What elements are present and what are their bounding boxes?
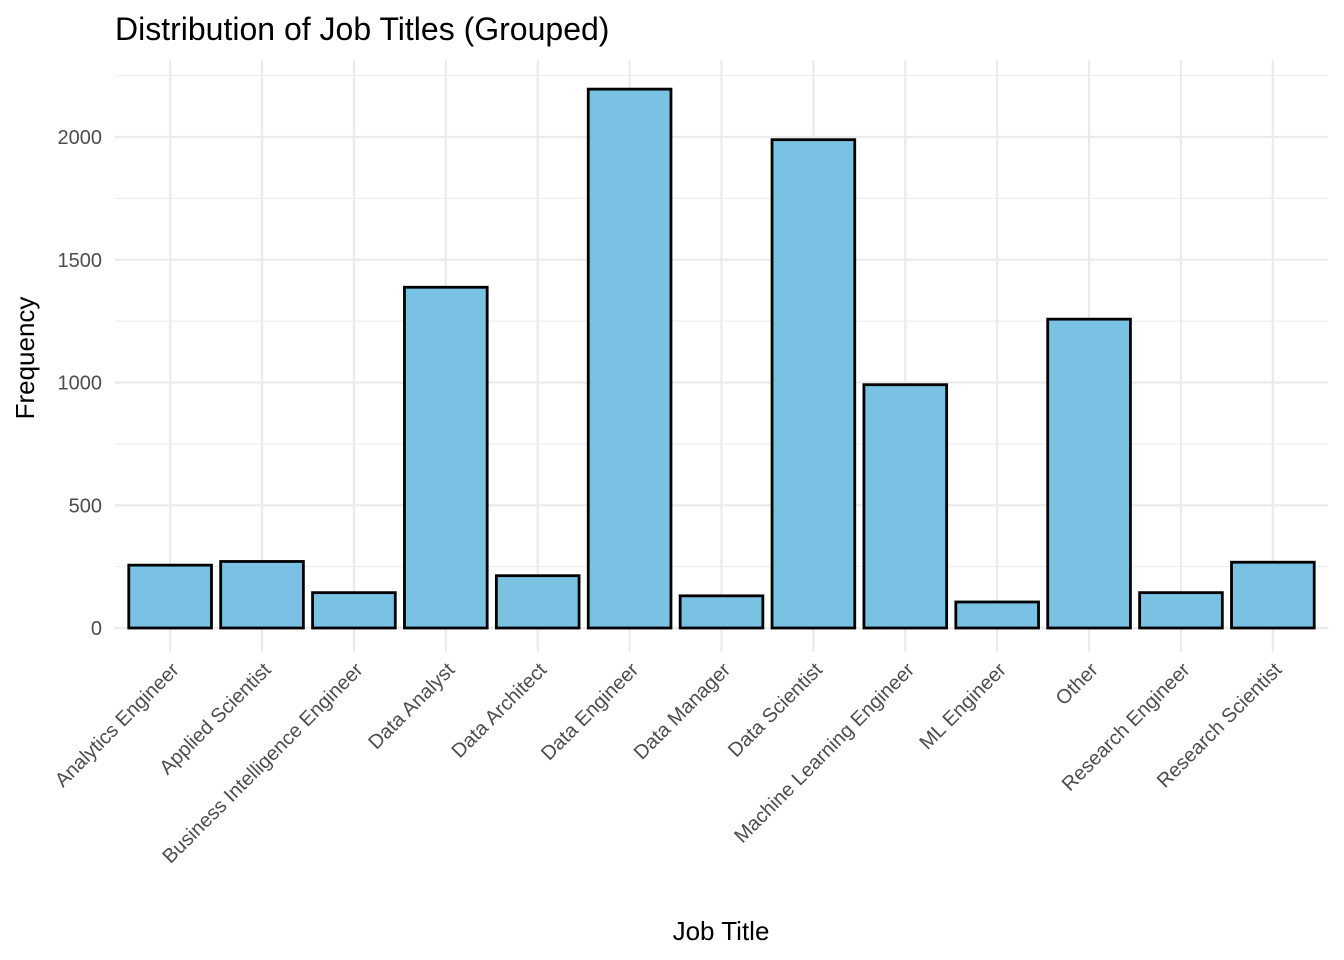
y-tick-label: 0 [91, 618, 102, 640]
x-tick-label: ML Engineer [916, 659, 1011, 754]
y-tick-label: 2000 [58, 127, 103, 149]
bar-business-intelligence-engineer [311, 591, 397, 630]
x-tick-label: Data Scientist [724, 659, 827, 762]
bar-research-engineer [1138, 591, 1224, 630]
y-tick-label: 500 [69, 495, 102, 517]
y-tick-label: 1500 [58, 250, 103, 272]
bar-data-architect [494, 574, 581, 630]
bar-applied-scientist [219, 560, 305, 630]
bar-analytics-engineer [127, 563, 213, 630]
y-tick-label: 1000 [58, 373, 103, 395]
y-axis-ticks: 0 500 1000 1500 2000 [58, 127, 103, 640]
bar-ml-engineer [954, 600, 1040, 630]
bar-data-manager [678, 594, 765, 630]
x-tick-label: Machine Learning Engineer [730, 659, 919, 848]
x-axis-title: Job Title [673, 916, 770, 946]
x-tick-label: Other [1052, 659, 1103, 710]
x-tick-label: Data Manager [630, 659, 735, 764]
bar-data-engineer [586, 87, 673, 630]
bar-research-scientist [1230, 560, 1316, 630]
chart-title: Distribution of Job Titles (Grouped) [115, 11, 609, 47]
bar-data-scientist [770, 138, 857, 630]
bar-machine-learning-engineer [862, 383, 949, 630]
bar-data-analyst [403, 285, 489, 630]
x-tick-label: Data Analyst [364, 659, 459, 754]
x-tick-label: Business Intelligence Engineer [158, 659, 367, 868]
bars [127, 87, 1316, 630]
x-tick-label: Data Architect [448, 659, 552, 763]
x-tick-label: Data Engineer [537, 659, 643, 765]
bar-other [1046, 317, 1132, 630]
y-axis-title: Frequency [10, 297, 40, 420]
